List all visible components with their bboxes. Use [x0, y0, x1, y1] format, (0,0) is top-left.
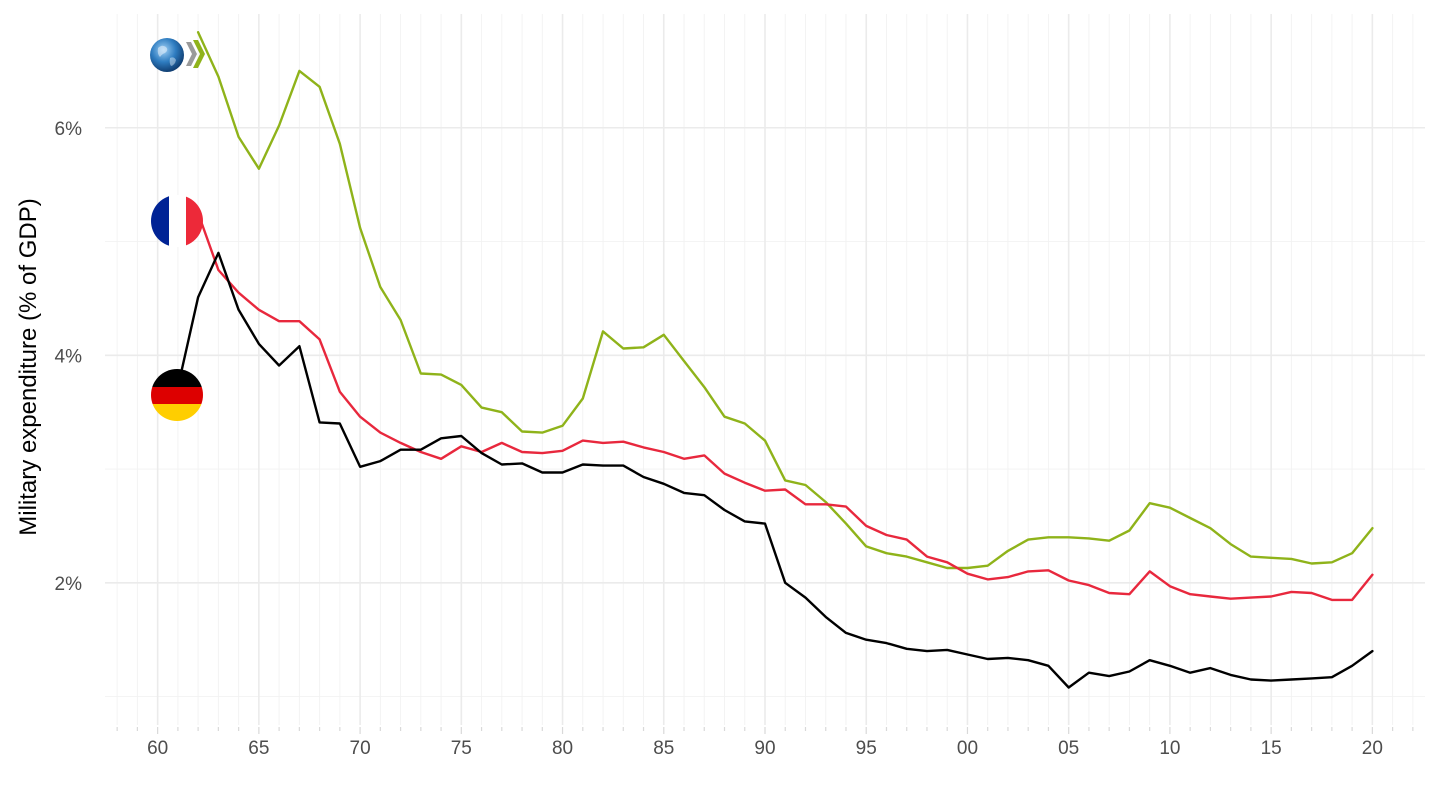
- france-series-line: [176, 206, 1374, 602]
- series-layer: [176, 31, 1374, 689]
- x-tick-label: 80: [552, 738, 573, 759]
- x-tick-label: 15: [1261, 738, 1282, 759]
- x-tick-label: 95: [856, 738, 877, 759]
- y-axis-title: Military expenditure (% of GDP): [15, 198, 42, 535]
- x-axis-ticks: 60 65 70 75 80 85 90 95 00 05 10 15 20: [116, 727, 1414, 759]
- plot-grid: 2% 4% 6%: [55, 14, 1425, 725]
- x-tick-label: 00: [957, 738, 978, 759]
- x-tick-label: 90: [754, 738, 775, 759]
- x-tick-label: 05: [1058, 738, 1079, 759]
- x-tick-label: 70: [350, 738, 371, 759]
- y-tick-label: 6%: [55, 119, 83, 140]
- y-tick-label: 2%: [55, 574, 83, 595]
- oecd-series-line: [196, 31, 1374, 570]
- x-tick-label: 60: [147, 738, 168, 759]
- x-tick-label: 20: [1362, 738, 1383, 759]
- germany-flag-icon: [151, 369, 203, 421]
- france-flag-icon: [151, 195, 203, 247]
- x-tick-label: 75: [451, 738, 472, 759]
- oecd-logo-icon: [150, 38, 205, 72]
- y-tick-label: 4%: [55, 346, 83, 367]
- x-tick-label: 85: [653, 738, 674, 759]
- germany-series-line: [176, 251, 1374, 689]
- x-tick-label: 10: [1159, 738, 1180, 759]
- x-tick-label: 65: [248, 738, 269, 759]
